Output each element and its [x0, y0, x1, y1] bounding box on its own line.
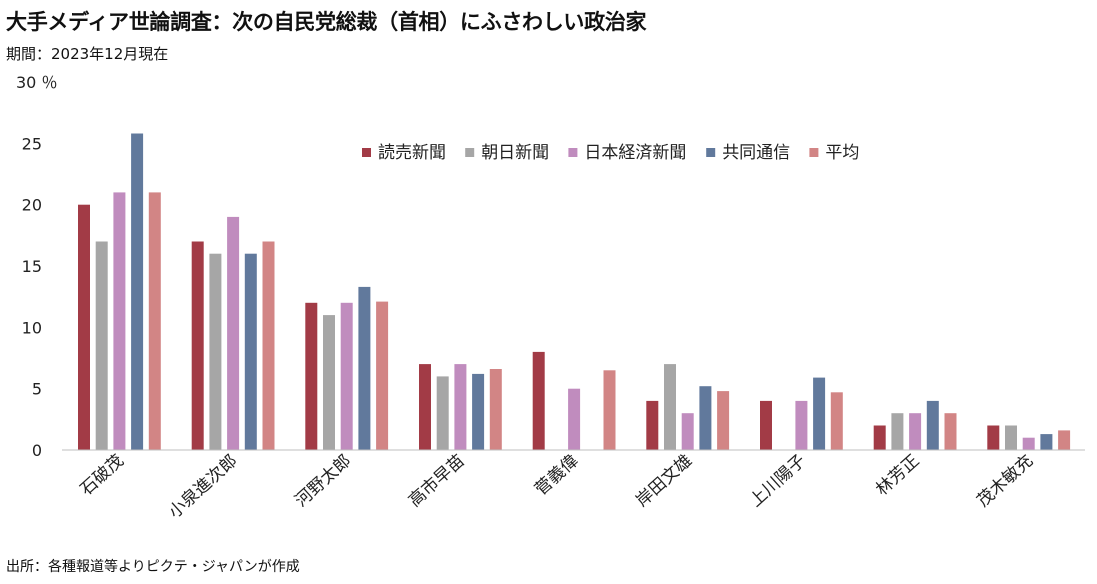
bar-7-3 [926, 400, 939, 450]
bar-7-0 [873, 425, 886, 450]
bar-8-4 [1058, 430, 1071, 450]
category-label: 菅義偉 [531, 451, 582, 500]
bar-5-4 [717, 391, 730, 450]
legend-swatch [809, 148, 819, 157]
y-tick-label: 30 ％ [16, 73, 57, 92]
bar-6-3 [813, 377, 826, 450]
bar-3-0 [419, 364, 431, 450]
y-axis-tick-labels: 0 5 10 15 20 25 30 ％ [16, 73, 57, 460]
bar-8-2 [1022, 437, 1035, 450]
category-label: 河野太郎 [291, 451, 355, 511]
y-tick-label: 0 [32, 441, 42, 460]
source-note: 出所：各種報道等よりピクテ・ジャパンが作成 [6, 559, 300, 575]
legend-swatch [568, 148, 578, 157]
bar-3-1 [436, 376, 449, 450]
bar-0-3 [131, 133, 144, 450]
bar-4-4 [603, 370, 616, 450]
bar-2-2 [340, 302, 353, 450]
bar-8-3 [1040, 434, 1053, 450]
category-label: 林芳正 [872, 451, 923, 500]
bar-1-0 [191, 241, 204, 450]
y-tick-label: 10 [22, 318, 42, 337]
chart-subtitle: 期間：2023年12月現在 [6, 45, 169, 63]
y-tick-label: 20 [22, 196, 42, 215]
bar-6-0 [760, 400, 772, 450]
bar-1-4 [262, 241, 275, 450]
legend-label: 読売新聞 [378, 143, 446, 163]
bar-2-4 [376, 301, 389, 450]
bar-3-4 [489, 369, 502, 450]
bar-4-0 [532, 351, 545, 450]
y-tick-label: 15 [22, 257, 42, 276]
bar-0-1 [95, 241, 108, 450]
bar-6-4 [830, 392, 843, 450]
bar-2-3 [358, 286, 371, 450]
bar-0-4 [148, 192, 161, 450]
legend-label: 共同通信 [722, 143, 790, 163]
bar-7-2 [909, 413, 922, 450]
legend-swatch [465, 148, 475, 157]
y-tick-label: 25 [22, 134, 42, 153]
bar-0-2 [113, 192, 126, 450]
bar-5-1 [664, 364, 676, 450]
bar-3-3 [472, 373, 485, 450]
bar-2-1 [323, 315, 335, 450]
bar-3-2 [454, 364, 467, 450]
x-axis-category-labels: 石破茂 小泉進次郎 河野太郎 高市早苗 菅義偉 岸田文雄 上川陽子 林芳正 茂木敏充 [77, 451, 1038, 523]
category-label: 小泉進次郎 [165, 451, 242, 523]
legend-label: 日本経済新聞 [584, 143, 686, 163]
bar-5-0 [646, 400, 659, 450]
category-label: 高市早苗 [405, 451, 469, 511]
bar-1-2 [227, 216, 240, 450]
bar-8-1 [1005, 425, 1017, 450]
category-label: 石破茂 [77, 451, 128, 500]
bar-5-2 [681, 413, 694, 450]
bars [78, 133, 1071, 450]
legend-swatch [706, 148, 716, 157]
bar-7-1 [891, 413, 904, 450]
category-label: 茂木敏充 [973, 451, 1037, 511]
legend-label: 朝日新聞 [481, 143, 549, 163]
bar-5-3 [699, 386, 712, 450]
bar-8-0 [987, 425, 1000, 450]
bar-4-2 [568, 388, 581, 450]
legend-swatch [362, 148, 371, 157]
y-tick-label: 5 [32, 380, 42, 399]
chart-title: 大手メディア世論調査：次の自民党総裁（首相）にふさわしい政治家 [6, 10, 647, 34]
bar-6-2 [795, 400, 808, 450]
bar-7-4 [944, 413, 957, 450]
category-label: 岸田文雄 [632, 451, 696, 511]
legend-label: 平均 [825, 143, 859, 163]
bar-2-0 [305, 302, 318, 450]
bar-1-3 [244, 253, 257, 450]
legend: 読売新聞 朝日新聞 日本経済新聞 共同通信 平均 [362, 143, 859, 163]
bar-1-1 [209, 253, 222, 450]
bar-0-0 [78, 204, 90, 450]
category-label: 上川陽子 [746, 451, 810, 511]
